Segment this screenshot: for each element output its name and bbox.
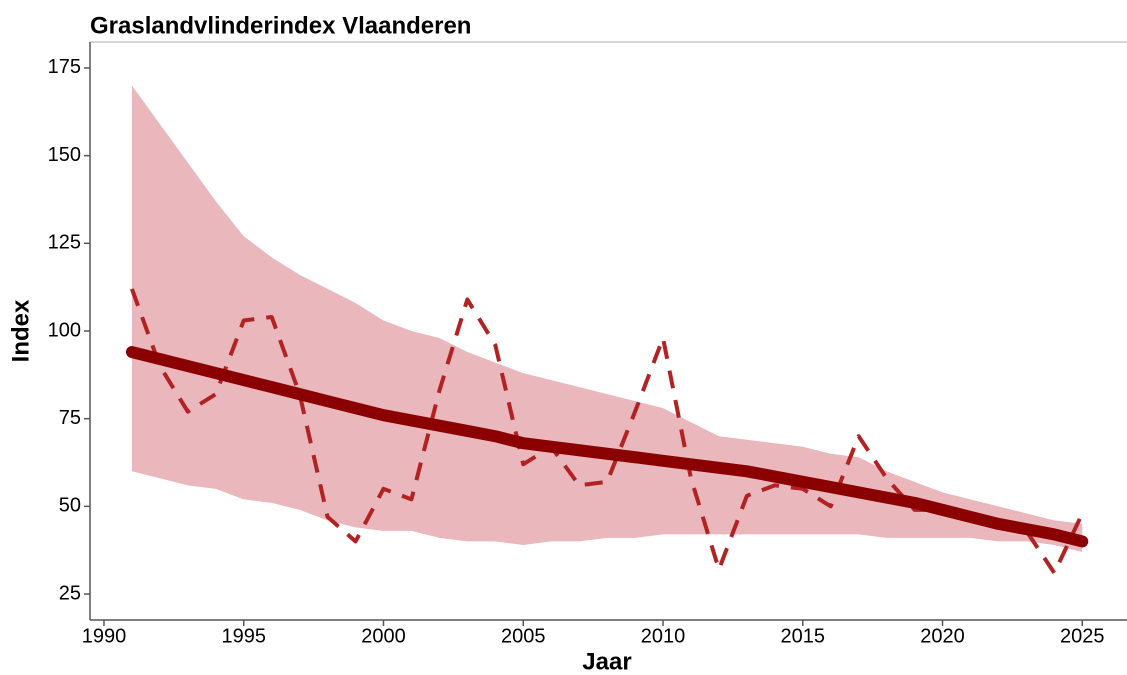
trend-line bbox=[125, 346, 1089, 548]
x-tick-label: 2015 bbox=[781, 625, 826, 647]
y-tick-label: 175 bbox=[48, 56, 81, 78]
y-tick-label: 25 bbox=[59, 582, 81, 604]
x-tick-label: 2025 bbox=[1060, 625, 1105, 647]
confidence-band bbox=[131, 85, 1083, 552]
y-tick-label: 75 bbox=[59, 407, 81, 429]
x-tick-label: 2010 bbox=[641, 625, 686, 647]
x-tick-label: 2000 bbox=[361, 625, 406, 647]
y-tick-label: 100 bbox=[48, 319, 81, 341]
y-tick-label: 50 bbox=[59, 495, 81, 517]
y-axis-label: Index bbox=[7, 299, 34, 362]
y-tick-label: 125 bbox=[48, 232, 81, 254]
y-tick-label: 150 bbox=[48, 144, 81, 166]
chart-title: Graslandvlinderindex Vlaanderen bbox=[90, 12, 471, 39]
x-tick-label: 2005 bbox=[501, 625, 546, 647]
x-tick-label: 2020 bbox=[920, 625, 965, 647]
x-axis-label: Jaar bbox=[582, 648, 631, 675]
x-tick-label: 1990 bbox=[82, 625, 127, 647]
x-tick-label: 1995 bbox=[221, 625, 266, 647]
